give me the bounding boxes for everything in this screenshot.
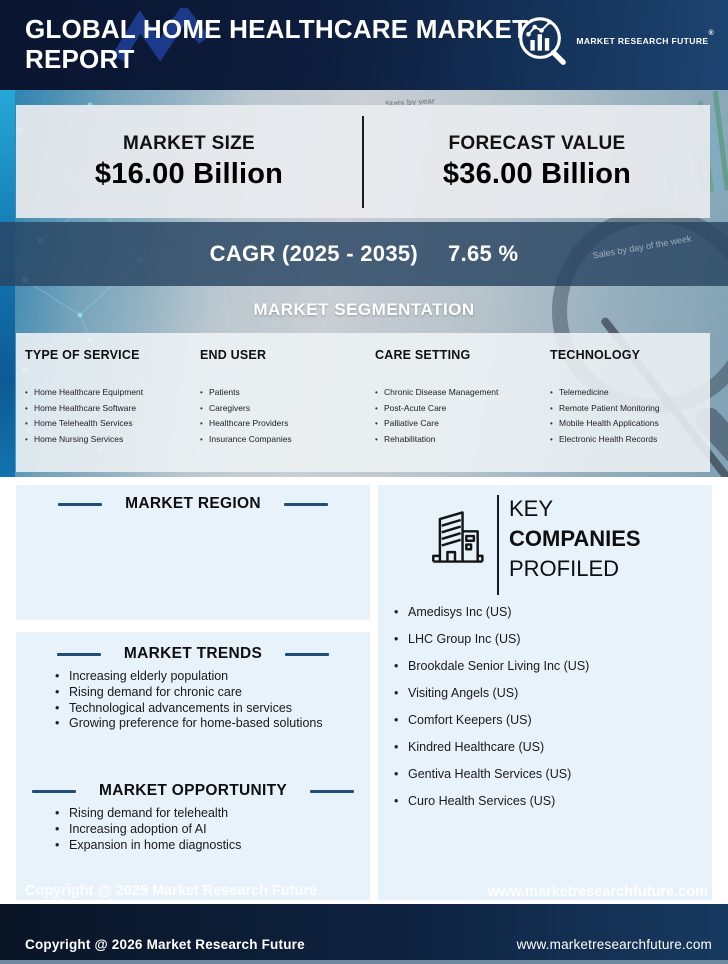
title-dash — [56, 652, 101, 656]
list-item: Visiting Angels (US) — [394, 686, 712, 713]
segmentation-item-list: Chronic Disease ManagementPost-Acute Car… — [375, 385, 550, 447]
title-dash — [285, 652, 330, 656]
market-trends-title: MARKET TRENDS — [123, 645, 263, 662]
watermark-copyright: Copyright @ 2025 Market Research Future — [25, 883, 318, 899]
list-item: Home Telehealth Services — [25, 416, 200, 432]
market-opportunity-title-row: MARKET OPPORTUNITY — [16, 782, 370, 800]
market-trends-list: Increasing elderly populationRising dema… — [55, 669, 370, 732]
list-item: Patients — [200, 385, 375, 401]
list-item: Palliative Care — [375, 416, 550, 432]
key-companies-title-line2: COMPANIES — [509, 526, 641, 551]
list-item: Rising demand for telehealth — [55, 806, 370, 822]
list-item: Increasing elderly population — [55, 669, 370, 685]
company-list: Amedisys Inc (US)LHC Group Inc (US)Brook… — [394, 605, 712, 821]
market-opportunity-title: MARKET OPPORTUNITY — [99, 782, 287, 800]
list-item: Home Healthcare Software — [25, 401, 200, 417]
list-item: Technological advancements in services — [55, 701, 370, 717]
page-title: GLOBAL HOME HEALTHCARE MARKET REPORT — [0, 0, 728, 74]
segmentation-heading: TYPE OF SERVICE — [25, 348, 140, 362]
market-trends-title-row: MARKET TRENDS — [16, 645, 370, 663]
vertical-divider — [497, 495, 499, 595]
list-item: Remote Patient Monitoring — [550, 401, 710, 417]
list-item: Curo Health Services (US) — [394, 794, 712, 821]
key-companies-title: KEY COMPANIES PROFILED — [509, 494, 641, 584]
list-item: Home Nursing Services — [25, 432, 200, 448]
list-item: Amedisys Inc (US) — [394, 605, 712, 632]
buildings-icon — [432, 511, 484, 563]
list-item: Expansion in home diagnostics — [55, 838, 370, 854]
trends-opportunity-panel: MARKET TRENDS Increasing elderly populat… — [16, 632, 370, 900]
footer-bottom-strip — [0, 960, 728, 964]
list-item: LHC Group Inc (US) — [394, 632, 712, 659]
key-companies-title-line1: KEY — [509, 496, 554, 521]
list-item: Mobile Health Applications — [550, 416, 710, 432]
forecast-value-label: FORECAST VALUE — [448, 132, 626, 154]
brand-name: MARKET RESEARCH FUTURE® — [576, 30, 714, 46]
page-title-line2: REPORT — [25, 44, 135, 74]
forecast-value: $36.00 Billion — [442, 157, 632, 190]
list-item: Kindred Healthcare (US) — [394, 740, 712, 767]
footer: Copyright @ 2026 Market Research Future … — [0, 904, 728, 960]
market-stats-panel: MARKET SIZE $16.00 Billion FORECAST VALU… — [16, 105, 710, 218]
list-item: Caregivers — [200, 401, 375, 417]
title-dash — [32, 789, 77, 793]
segmentation-heading: END USER — [200, 348, 267, 362]
forecast-value-block: FORECAST VALUE $36.00 Billion — [364, 105, 710, 218]
list-item: Electronic Health Records — [550, 432, 710, 448]
watermark-website: www.marketresearchfuture.com — [487, 884, 708, 900]
title-dash — [309, 789, 354, 793]
list-item: Rising demand for chronic care — [55, 685, 370, 701]
chart-zigzag-watermark-icon — [112, 8, 210, 62]
list-item: Healthcare Providers — [200, 416, 375, 432]
list-item: Post-Acute Care — [375, 401, 550, 417]
segmentation-column-type-of-service: TYPE OF SERVICE Home Healthcare Equipmen… — [25, 348, 200, 472]
title-dash — [283, 502, 328, 506]
market-size-label: MARKET SIZE — [122, 132, 256, 154]
segmentation-title: MARKET SEGMENTATION — [253, 300, 475, 319]
hero-section: Stats by year Sales by day of the week M… — [0, 90, 728, 477]
registered-mark: ® — [708, 30, 714, 37]
market-region-title-row: MARKET REGION — [16, 495, 370, 513]
key-companies-panel: KEY COMPANIES PROFILED Amedisys Inc (US)… — [378, 485, 712, 900]
list-item: Gentiva Health Services (US) — [394, 767, 712, 794]
list-item: Brookdale Senior Living Inc (US) — [394, 659, 712, 686]
footer-website-link[interactable]: www.marketresearchfuture.com — [516, 937, 712, 952]
list-item: Growing preference for home-based soluti… — [55, 716, 370, 732]
market-region-title: MARKET REGION — [125, 495, 261, 512]
segmentation-item-list: Home Healthcare EquipmentHome Healthcare… — [25, 385, 200, 447]
list-item: Telemedicine — [550, 385, 710, 401]
segmentation-item-list: TelemedicineRemote Patient MonitoringMob… — [550, 385, 710, 447]
segmentation-column-care-setting: CARE SETTING Chronic Disease ManagementP… — [375, 348, 550, 472]
list-item: Rehabilitation — [375, 432, 550, 448]
market-size-block: MARKET SIZE $16.00 Billion — [16, 105, 362, 218]
mrfr-magnifier-chart-icon — [519, 17, 567, 65]
footer-copyright: Copyright @ 2026 Market Research Future — [25, 937, 305, 952]
key-companies-header: KEY COMPANIES PROFILED — [378, 485, 712, 595]
segmentation-column-technology: TECHNOLOGY TelemedicineRemote Patient Mo… — [550, 348, 710, 472]
segmentation-panel: TYPE OF SERVICE Home Healthcare Equipmen… — [16, 333, 710, 472]
segmentation-item-list: PatientsCaregiversHealthcare ProvidersIn… — [200, 385, 375, 447]
key-companies-title-line3: PROFILED — [509, 556, 620, 581]
cagr-band: CAGR (2025 - 2035) 7.65 % — [0, 222, 728, 286]
vertical-divider — [362, 115, 364, 208]
cagr-label: CAGR (2025 - 2035) — [209, 241, 419, 266]
segmentation-column-end-user: END USER PatientsCaregiversHealthcare Pr… — [200, 348, 375, 472]
list-item: Comfort Keepers (US) — [394, 713, 712, 740]
title-dash — [58, 502, 103, 506]
list-item: Home Healthcare Equipment — [25, 385, 200, 401]
list-item: Insurance Companies — [200, 432, 375, 448]
brand-logo: MARKET RESEARCH FUTURE® — [514, 14, 714, 68]
list-item: Chronic Disease Management — [375, 385, 550, 401]
segmentation-heading: CARE SETTING — [375, 348, 471, 362]
market-size-value: $16.00 Billion — [94, 157, 284, 190]
list-item: Increasing adoption of AI — [55, 822, 370, 838]
market-region-panel: MARKET REGION — [16, 485, 370, 620]
segmentation-heading: TECHNOLOGY — [550, 348, 641, 362]
cagr-value: 7.65 % — [448, 241, 519, 266]
market-opportunity-list: Rising demand for telehealthIncreasing a… — [55, 806, 370, 853]
page-title-line1: GLOBAL HOME HEALTHCARE MARKET — [25, 14, 529, 44]
header: GLOBAL HOME HEALTHCARE MARKET REPORT MAR… — [0, 0, 728, 90]
